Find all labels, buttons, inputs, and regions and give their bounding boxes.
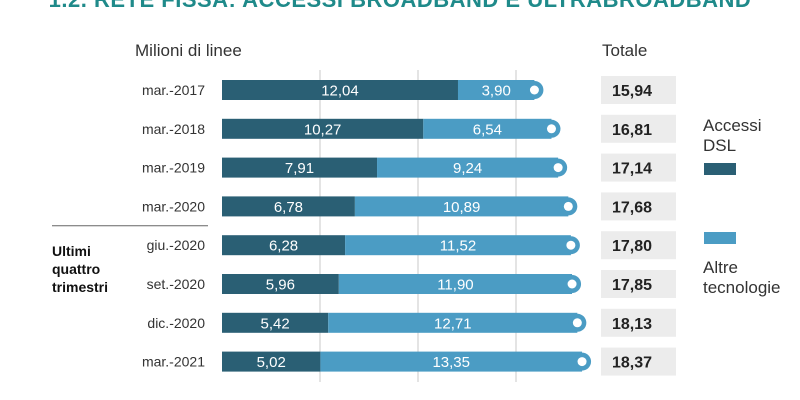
category-label: dic.-2020 — [147, 315, 205, 331]
bar-altre — [377, 157, 559, 178]
bar-dsl — [222, 312, 329, 333]
total-value: 16,81 — [612, 122, 652, 139]
total-value: 17,85 — [612, 277, 652, 294]
value-label-dsl: 10,27 — [304, 121, 342, 138]
value-label-dsl: 5,96 — [266, 277, 295, 294]
total-box — [601, 308, 676, 337]
bar-dsl — [222, 157, 378, 178]
group-label: Ultimi quattro trimestri — [52, 242, 108, 296]
bar-altre — [423, 118, 552, 139]
legend-swatch-dsl — [704, 163, 736, 175]
total-box — [601, 153, 676, 182]
legend-label-dsl-line-2: DSL — [703, 136, 737, 155]
group-label-line-3: trimestri — [52, 279, 109, 295]
page-title: 1.2. RETE FISSA: ACCESSI BROADBAND E ULT… — [0, 0, 800, 13]
bar-end-marker — [577, 357, 587, 367]
value-label-altre: 10,89 — [443, 199, 481, 216]
value-label-altre: 13,35 — [432, 354, 470, 371]
category-label: set.-2020 — [147, 276, 206, 292]
legend-label-altre-line-1: Altre — [703, 258, 738, 277]
legend-label-altre-line-2: tecnologie — [703, 278, 781, 297]
bar-altre — [345, 235, 571, 256]
total-box — [601, 231, 676, 260]
bar-end-marker — [567, 279, 577, 289]
total-value: 17,68 — [612, 199, 652, 216]
category-label: mar.-2021 — [142, 354, 205, 370]
group-label-line-2: quattro — [52, 261, 101, 277]
value-label-dsl: 7,91 — [285, 160, 314, 177]
legend-swatch-altre — [704, 232, 736, 244]
value-label-altre: 9,24 — [453, 160, 482, 177]
legend-label-dsl-line-1: Accessi — [703, 116, 762, 135]
total-box — [601, 270, 676, 298]
bar-dsl — [222, 351, 321, 372]
total-box — [601, 76, 676, 104]
value-label-altre: 3,90 — [482, 83, 511, 100]
bar-end-marker — [529, 85, 539, 95]
value-label-dsl: 5,42 — [261, 315, 290, 332]
total-value: 17,80 — [612, 238, 652, 255]
bar-dsl — [222, 80, 458, 100]
legend-label-altre: Altre tecnologie — [703, 258, 781, 298]
group-label-line-1: Ultimi — [52, 243, 91, 259]
total-value: 18,37 — [612, 355, 652, 372]
value-label-altre: 6,54 — [473, 121, 502, 138]
bar-altre — [457, 80, 535, 100]
value-label-dsl: 12,04 — [321, 83, 359, 100]
bar-end-marker — [546, 124, 556, 134]
bar-end-marker — [572, 318, 582, 328]
total-box — [601, 347, 676, 376]
category-label: mar.-2018 — [142, 121, 205, 137]
bar-altre — [338, 274, 573, 294]
bar-altre — [354, 196, 569, 217]
value-label-dsl: 5,02 — [257, 354, 286, 371]
legend-label-dsl: Accessi DSL — [703, 116, 762, 156]
total-box — [601, 192, 676, 221]
bar-dsl — [222, 118, 424, 139]
total-header: Totale — [602, 41, 648, 60]
bar-altre — [320, 351, 583, 372]
bar-dsl — [222, 196, 355, 217]
bar-end-marker — [553, 163, 563, 173]
total-value: 15,94 — [612, 83, 652, 100]
bar-end-marker — [563, 201, 573, 211]
bar-end-marker — [566, 240, 576, 250]
total-value: 17,14 — [612, 161, 652, 178]
category-label: mar.-2017 — [142, 82, 205, 98]
bar-dsl — [222, 274, 339, 294]
category-label: giu.-2020 — [147, 237, 206, 253]
value-label-altre: 11,90 — [437, 277, 473, 294]
bar-altre — [328, 312, 578, 333]
total-value: 18,13 — [612, 316, 652, 333]
value-label-dsl: 6,78 — [274, 199, 303, 216]
value-label-altre: 12,71 — [434, 315, 472, 332]
value-label-dsl: 6,28 — [269, 238, 298, 255]
category-label: mar.-2020 — [142, 198, 205, 214]
bar-dsl — [222, 235, 346, 256]
category-label: mar.-2019 — [142, 160, 205, 176]
unit-label: Milioni di linee — [135, 41, 242, 60]
value-label-altre: 11,52 — [440, 238, 476, 255]
total-box — [601, 114, 676, 143]
